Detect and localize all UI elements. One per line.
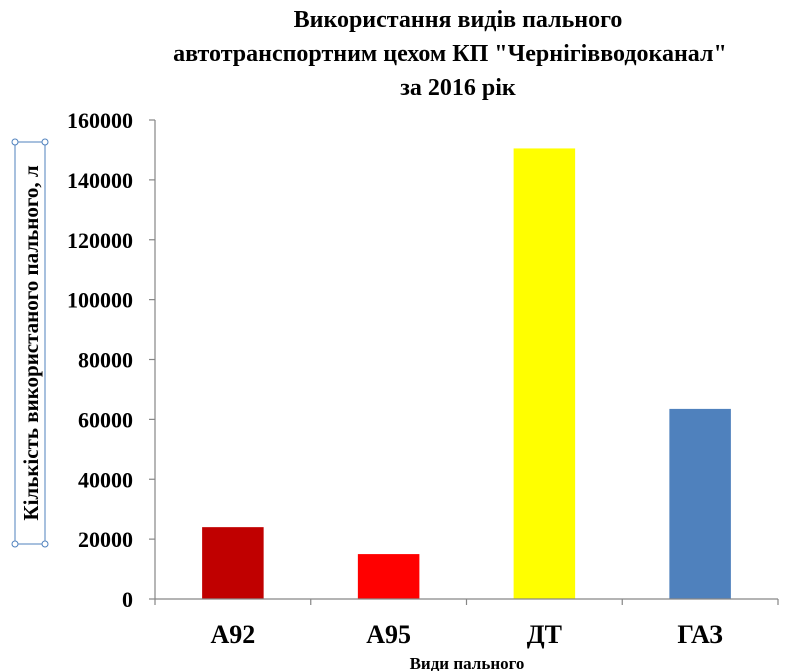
- x-axis-label: Види пального: [410, 654, 525, 671]
- y-tick-label: 80000: [78, 348, 133, 373]
- y-tick-label: 100000: [67, 288, 133, 313]
- x-tick-label: ДТ: [527, 620, 562, 649]
- bar-3: [513, 148, 576, 600]
- y-axis-ticks: 0 20000 40000 60000 80000 100000 120000 140000 1…: [67, 108, 155, 612]
- y-tick-label: 120000: [67, 228, 133, 253]
- y-tick-label: 20000: [78, 527, 133, 552]
- y-tick-label: 40000: [78, 467, 133, 492]
- chart-title-line-3: за 2016 рік: [400, 75, 516, 101]
- bar-4: [669, 408, 731, 599]
- bar-2: [357, 554, 420, 599]
- x-tick-label: А95: [366, 620, 411, 649]
- chart-title-line-1: Використання видів пального: [294, 7, 623, 33]
- y-tick-label: 0: [122, 587, 133, 612]
- y-tick-label: 140000: [67, 168, 133, 193]
- y-tick-label: 60000: [78, 407, 133, 432]
- y-tick-label: 160000: [67, 108, 133, 133]
- y-axis-label: Кількість використаного пального, л: [19, 165, 43, 520]
- y-axis-title: Кількість використаного пального, л: [11, 138, 49, 548]
- x-tick-label: А92: [210, 620, 255, 649]
- chart-title-line-2: автотранспортним цехом КП "Чернігівводок…: [173, 41, 727, 67]
- bar-1: [202, 527, 264, 599]
- bars: [202, 148, 731, 600]
- x-axis-ticks: А92 А95 ДТ ГАЗ: [154, 599, 779, 649]
- x-tick-label: ГАЗ: [677, 620, 723, 649]
